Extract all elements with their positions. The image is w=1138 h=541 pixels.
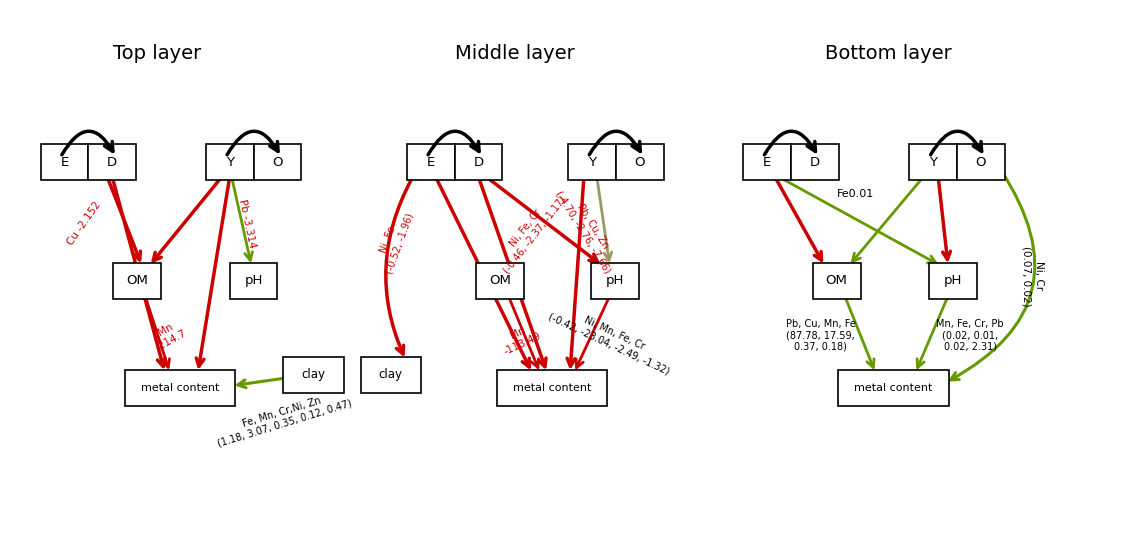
Text: metal content: metal content: [855, 383, 933, 393]
FancyBboxPatch shape: [568, 144, 616, 180]
Text: Y: Y: [225, 156, 233, 169]
FancyBboxPatch shape: [791, 144, 839, 180]
Text: Ni, Cr
(0.07, 0.02): Ni, Cr (0.07, 0.02): [1022, 246, 1044, 306]
Text: Middle layer: Middle layer: [455, 44, 575, 63]
Text: E: E: [427, 156, 435, 169]
Text: Y: Y: [588, 156, 596, 169]
Text: pH: pH: [605, 274, 624, 287]
Text: Fe, Mn, Cr,Ni, Zn
(1.18, 3.07, 0.35, 0.12, 0.47): Fe, Mn, Cr,Ni, Zn (1.18, 3.07, 0.35, 0.1…: [213, 387, 354, 448]
Text: D: D: [107, 156, 117, 169]
Text: Pb, Cu, Zn
(-4.70, -2.76, -7.66): Pb, Cu, Zn (-4.70, -2.76, -7.66): [553, 183, 622, 275]
Text: O: O: [634, 156, 645, 169]
Text: Bottom layer: Bottom layer: [825, 44, 951, 63]
Text: metal content: metal content: [141, 383, 220, 393]
FancyBboxPatch shape: [813, 263, 860, 299]
FancyBboxPatch shape: [254, 144, 302, 180]
FancyBboxPatch shape: [477, 263, 525, 299]
Text: metal content: metal content: [513, 383, 592, 393]
Text: OM: OM: [489, 274, 511, 287]
FancyBboxPatch shape: [497, 370, 608, 406]
FancyBboxPatch shape: [114, 263, 160, 299]
FancyBboxPatch shape: [361, 357, 421, 393]
FancyBboxPatch shape: [591, 263, 638, 299]
Text: pH: pH: [943, 274, 963, 287]
Text: O: O: [272, 156, 282, 169]
FancyBboxPatch shape: [930, 263, 978, 299]
FancyBboxPatch shape: [125, 370, 236, 406]
Text: Mn
-214.7: Mn -214.7: [148, 318, 188, 353]
Text: E: E: [60, 156, 68, 169]
Text: Top layer: Top layer: [113, 44, 201, 63]
FancyBboxPatch shape: [89, 144, 137, 180]
FancyBboxPatch shape: [206, 144, 254, 180]
Text: Mn
-113.49: Mn -113.49: [497, 320, 543, 357]
Text: Ni, Mn, Fe, Cr
(-0.42, -23.04, -2.49, -1.32): Ni, Mn, Fe, Cr (-0.42, -23.04, -2.49, -1…: [547, 300, 676, 376]
FancyBboxPatch shape: [616, 144, 663, 180]
FancyBboxPatch shape: [41, 144, 89, 180]
Text: D: D: [810, 156, 819, 169]
Text: clay: clay: [302, 368, 325, 381]
Text: D: D: [473, 156, 484, 169]
FancyBboxPatch shape: [283, 357, 344, 393]
Text: Fe0.01: Fe0.01: [836, 189, 874, 199]
Text: pH: pH: [245, 274, 263, 287]
Text: Cu -2.152: Cu -2.152: [66, 200, 104, 247]
FancyBboxPatch shape: [957, 144, 1005, 180]
Text: E: E: [762, 156, 772, 169]
Text: OM: OM: [826, 274, 848, 287]
FancyBboxPatch shape: [406, 144, 454, 180]
FancyBboxPatch shape: [839, 370, 949, 406]
FancyBboxPatch shape: [230, 263, 278, 299]
FancyBboxPatch shape: [743, 144, 791, 180]
Text: Pb -3.314: Pb -3.314: [238, 198, 257, 249]
FancyBboxPatch shape: [454, 144, 502, 180]
Text: Ni, Fe
(-0.52, -1.96): Ni, Fe (-0.52, -1.96): [373, 208, 415, 275]
Text: Pb, Cu, Mn, Fe
(87.78, 17.59,
0.37, 0.18): Pb, Cu, Mn, Fe (87.78, 17.59, 0.37, 0.18…: [786, 319, 856, 352]
Text: Ni, Fe, Cr
(-0.46, -2.37, -1.17): Ni, Fe, Cr (-0.46, -2.37, -1.17): [493, 187, 568, 275]
FancyBboxPatch shape: [909, 144, 957, 180]
Text: OM: OM: [126, 274, 148, 287]
Text: clay: clay: [379, 368, 403, 381]
Text: O: O: [975, 156, 987, 169]
Text: Mn, Fe, Cr, Pb
(0.02, 0.01,
0.02, 2.31): Mn, Fe, Cr, Pb (0.02, 0.01, 0.02, 2.31): [937, 319, 1004, 352]
Text: Y: Y: [930, 156, 938, 169]
